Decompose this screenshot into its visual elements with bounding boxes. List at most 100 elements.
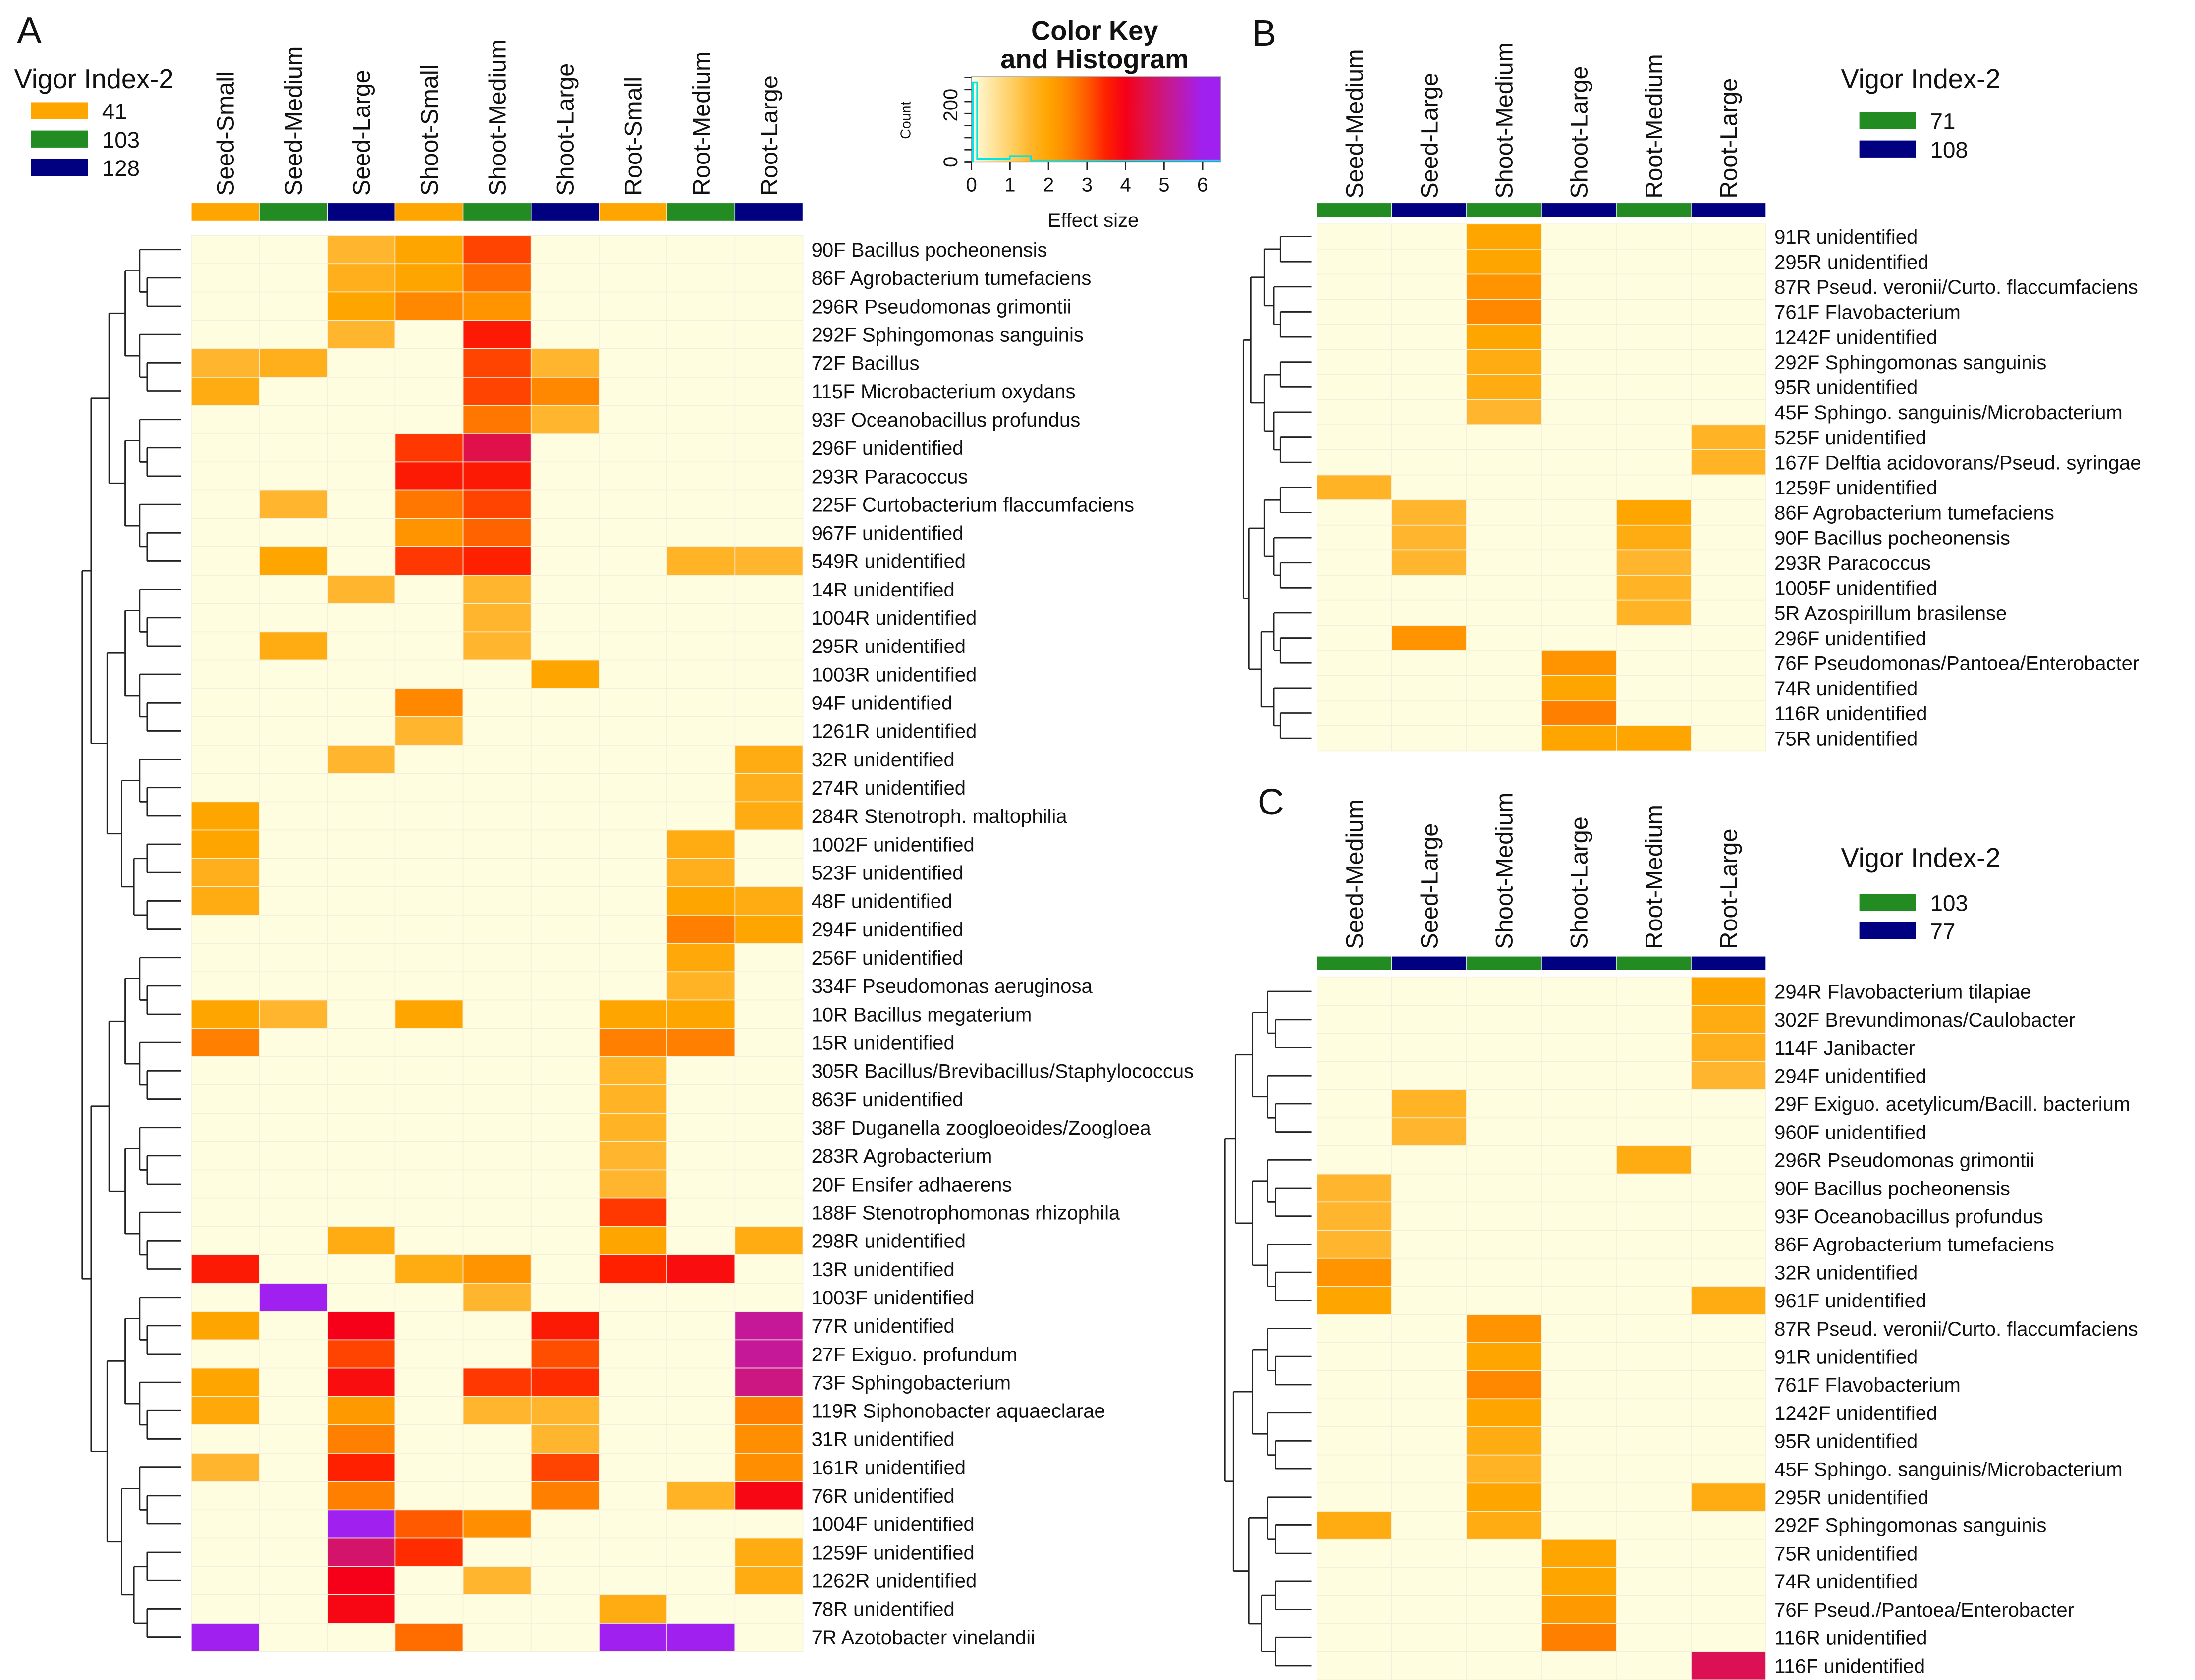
- heatmap-cell: [1541, 1117, 1617, 1146]
- heatmap-cell: [666, 263, 736, 293]
- heatmap-cell: [1391, 675, 1467, 702]
- column-group-bar: [1616, 202, 1692, 217]
- heatmap-cell: [259, 1084, 328, 1114]
- row-label: 188F Stenotrophomonas rhizophila: [812, 1202, 1120, 1224]
- heatmap-cell: [190, 1566, 260, 1595]
- heatmap-cell: [530, 348, 600, 378]
- heatmap-cell: [1616, 650, 1692, 676]
- heatmap-cell: [530, 801, 600, 831]
- heatmap-cell: [394, 858, 464, 887]
- heatmap-cell: [462, 1367, 532, 1397]
- heatmap-cell: [1466, 1005, 1542, 1034]
- heatmap-cell: [1616, 399, 1692, 426]
- column-label: Shoot-Small: [416, 64, 443, 196]
- heatmap-cell: [1391, 273, 1467, 300]
- heatmap-cell: [666, 1339, 736, 1369]
- heatmap-cell: [1391, 374, 1467, 400]
- heatmap-cell: [1541, 1454, 1617, 1484]
- panel-C: C Vigor Index-2 103 77 Seed-Medium Seed-Large…: [1224, 781, 2138, 1680]
- heatmap-cell: [462, 1623, 532, 1652]
- heatmap-cell: [1391, 249, 1467, 275]
- heatmap-cell: [666, 1453, 736, 1482]
- heatmap-cell: [734, 1537, 804, 1567]
- heatmap-cell: [1616, 1033, 1692, 1062]
- heatmap-cell: [1691, 725, 1766, 752]
- row-label: 116F unidentified: [1774, 1655, 1925, 1677]
- heatmap-cell: [394, 659, 464, 689]
- heatmap-cell: [1616, 1230, 1692, 1259]
- heatmap-cell: [190, 659, 260, 689]
- heatmap-cell: [327, 1453, 396, 1482]
- heatmap-cell: [666, 1537, 736, 1567]
- heatmap-cell: [666, 575, 736, 604]
- heatmap-cell: [1541, 700, 1617, 726]
- heatmap-cell: [1541, 1370, 1617, 1400]
- heatmap-cell: [1691, 424, 1766, 450]
- heatmap-cell: [1391, 976, 1467, 1006]
- heatmap-cell: [1691, 474, 1766, 501]
- heatmap-cell: [190, 1509, 260, 1539]
- heatmap-cell: [734, 1283, 804, 1312]
- heatmap-cell: [1691, 650, 1766, 676]
- heatmap-cell: [1691, 1117, 1766, 1146]
- heatmap-cell: [394, 1197, 464, 1227]
- heatmap-cell: [327, 1424, 396, 1454]
- heatmap-cell: [1466, 575, 1542, 601]
- heatmap-cell: [530, 603, 600, 633]
- heatmap-cell: [1691, 349, 1766, 375]
- heatmap-cell: [1616, 474, 1692, 501]
- heatmap-cell: [1466, 599, 1542, 626]
- heatmap-cell: [327, 1367, 396, 1397]
- heatmap-cell: [394, 575, 464, 604]
- heatmap-cell: [599, 1028, 668, 1057]
- legend-label: 103: [102, 127, 140, 153]
- heatmap-cell: [1616, 575, 1692, 601]
- heatmap-cell: [530, 263, 600, 293]
- heatmap-cell: [394, 1481, 464, 1511]
- row-label: 293R Paracoccus: [1774, 552, 1931, 574]
- heatmap-cell: [666, 773, 736, 803]
- heatmap-cell: [327, 829, 396, 859]
- heatmap-cell: [259, 971, 328, 1001]
- heatmap-cell: [327, 320, 396, 349]
- heatmap-cell: [530, 1283, 600, 1312]
- heatmap-cell: [599, 915, 668, 944]
- heatmap-cell: [1541, 1342, 1617, 1371]
- heatmap-cell: [1391, 725, 1467, 752]
- heatmap-cell: [734, 1113, 804, 1142]
- column-group-bar: [734, 202, 804, 222]
- row-label: 295R unidentified: [812, 636, 966, 657]
- heatmap-cell: [190, 320, 260, 349]
- heatmap-cell: [1466, 976, 1542, 1006]
- row-label: 75R unidentified: [1774, 1543, 1918, 1565]
- heatmap-cell: [734, 1311, 804, 1341]
- heatmap-cell: [666, 1084, 736, 1114]
- column-label: Seed-Small: [213, 71, 239, 196]
- heatmap-cell: [734, 489, 804, 519]
- heatmap-cell: [1317, 1342, 1392, 1371]
- heatmap-cell: [1616, 273, 1692, 300]
- heatmap-cell: [259, 603, 328, 633]
- heatmap-cell: [259, 1396, 328, 1425]
- heatmap-cell: [327, 1311, 396, 1341]
- heatmap-cell: [1391, 1061, 1467, 1090]
- heatmap-cell: [259, 461, 328, 491]
- heatmap-cell: [530, 1396, 600, 1425]
- heatmap-cell: [666, 1396, 736, 1425]
- heatmap-cell: [394, 773, 464, 803]
- column-label: Seed-Large: [348, 70, 375, 196]
- heatmap-cell: [1466, 1286, 1542, 1315]
- heatmap-cell: [1317, 1117, 1392, 1146]
- heatmap-cell: [1317, 374, 1392, 400]
- legend-title: Vigor Index-2: [14, 64, 174, 94]
- heatmap-cell: [666, 377, 736, 406]
- row-label: 1259F unidentified: [1774, 477, 1937, 499]
- row-label: 295R unidentified: [1774, 251, 1928, 273]
- heatmap-cell: [1391, 1482, 1467, 1512]
- heatmap-cell: [394, 716, 464, 746]
- heatmap-cell: [599, 405, 668, 434]
- heatmap-cell: [530, 631, 600, 661]
- heatmap-cell: [530, 1509, 600, 1539]
- heatmap-cell: [1541, 1173, 1617, 1203]
- row-label: 5R Azospirillum brasilense: [1774, 602, 2007, 624]
